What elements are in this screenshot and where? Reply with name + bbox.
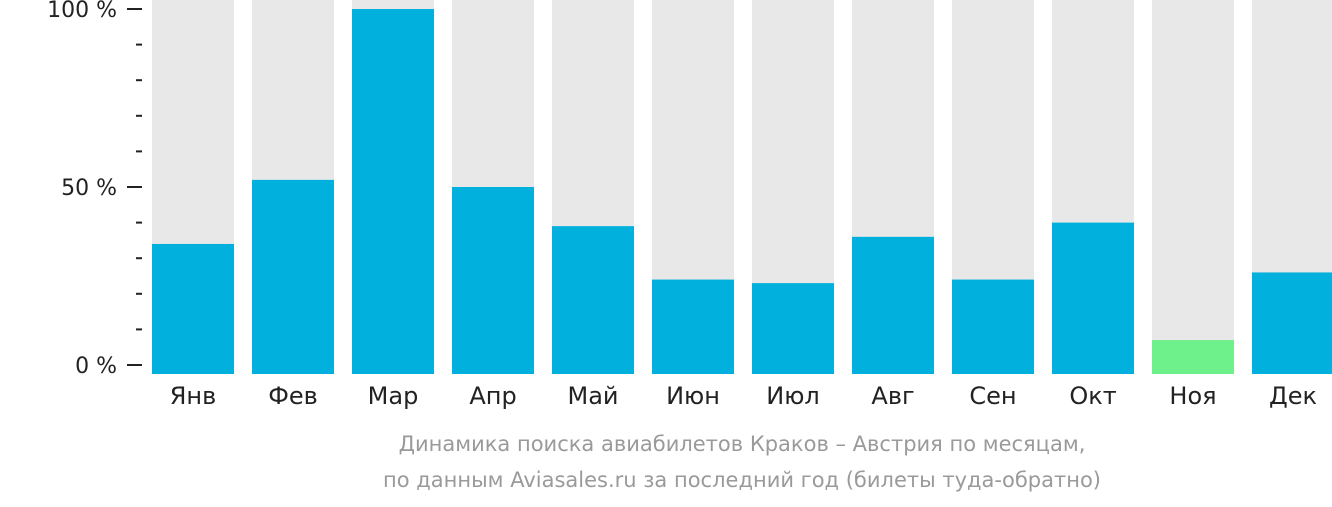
x-tick-label-1: Янв (170, 382, 217, 410)
x-tick-label-11: Ноя (1169, 382, 1216, 410)
bar-3 (352, 9, 434, 374)
background-bar-11 (1152, 0, 1234, 374)
bar-12 (1252, 272, 1332, 374)
bar-8 (852, 236, 934, 374)
x-tick-label-9: Сен (969, 382, 1016, 410)
x-tick-label-8: Авг (871, 382, 914, 410)
bar-11 (1152, 340, 1234, 374)
y-tick-label-2: 50 % (61, 176, 117, 201)
x-tick-label-3: Мар (368, 382, 419, 410)
x-tick-label-4: Апр (469, 382, 516, 410)
x-tick-label-6: Июн (666, 382, 720, 410)
bar-1 (152, 243, 234, 374)
x-tick-label-2: Фев (268, 382, 318, 410)
x-tick-label-10: Окт (1069, 382, 1116, 410)
y-tick-label-3: 100 % (47, 0, 117, 23)
x-tick-label-7: Июл (766, 382, 820, 410)
y-axis: 0 % 50 % 100 % (47, 0, 142, 379)
caption-line-2: по данным Aviasales.ru за последний год … (383, 468, 1101, 492)
chart-caption: Динамика поиска авиабилетов Краков – Авс… (383, 432, 1101, 492)
y-tick-label-1: 0 % (75, 354, 117, 379)
data-bars (152, 9, 1332, 374)
bar-7 (752, 283, 834, 374)
x-axis-labels: Янв Фев Мар Апр Май Июн Июл Авг Сен Окт Ноя Дек (170, 382, 1317, 410)
caption-line-1: Динамика поиска авиабилетов Краков – Авс… (399, 432, 1086, 456)
bar-2 (252, 179, 334, 374)
bar-9 (952, 279, 1034, 374)
x-tick-label-12: Дек (1269, 382, 1317, 410)
x-tick-label-5: Май (567, 382, 618, 410)
bar-10 (1052, 222, 1134, 374)
bar-4 (452, 187, 534, 374)
bar-5 (552, 226, 634, 374)
bar-6 (652, 279, 734, 374)
